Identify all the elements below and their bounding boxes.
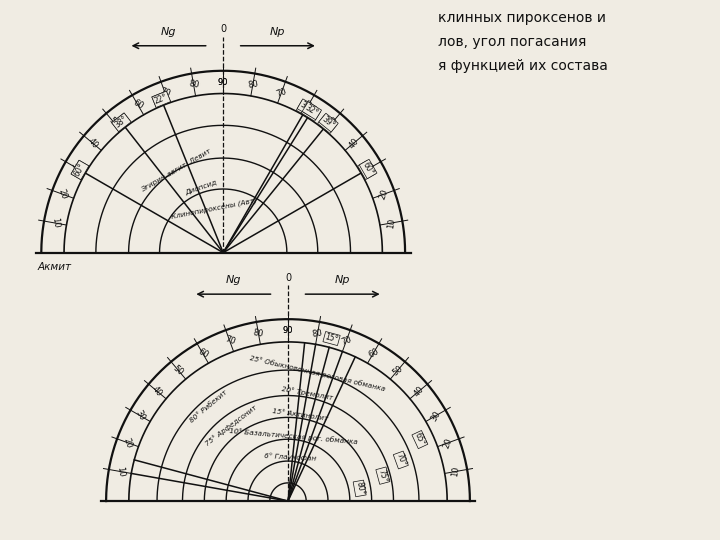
Text: 50: 50 [391, 363, 405, 377]
Text: 60°: 60° [73, 162, 87, 178]
Text: 40: 40 [150, 384, 164, 399]
Text: 15°: 15° [324, 333, 339, 345]
Text: 30: 30 [69, 160, 82, 174]
Text: 70°: 70° [395, 452, 408, 468]
Text: Ng: Ng [161, 26, 176, 37]
Text: 30: 30 [364, 160, 377, 174]
Text: 25° Обыкновенная роговая обманка: 25° Обыкновенная роговая обманка [249, 354, 386, 393]
Text: 30: 30 [134, 409, 147, 423]
Text: 50: 50 [171, 363, 185, 377]
Text: 70: 70 [223, 335, 236, 347]
Text: 30°: 30° [299, 100, 315, 115]
Text: 39°: 39° [319, 116, 336, 132]
Text: 22°: 22° [153, 92, 169, 106]
Text: 20: 20 [377, 188, 390, 201]
Text: 60°: 60° [359, 162, 374, 178]
Text: 90: 90 [218, 78, 228, 86]
Text: 10: 10 [386, 217, 397, 229]
Text: 32°: 32° [303, 105, 319, 120]
Text: 90: 90 [283, 326, 293, 335]
Text: Ng: Ng [225, 275, 241, 285]
Text: клинных пироксенов и
лов, угол погасания
я функцией их состава: клинных пироксенов и лов, угол погасания… [438, 11, 608, 72]
Text: 20: 20 [442, 436, 454, 449]
Text: 75° Арфедсонит: 75° Арфедсонит [204, 404, 258, 447]
Text: 0: 0 [285, 273, 291, 283]
Text: 50: 50 [326, 115, 340, 129]
Text: 40: 40 [412, 384, 426, 399]
Text: 40: 40 [347, 136, 361, 150]
Text: 10° Базальтическая рог. обманка: 10° Базальтическая рог. обманка [229, 427, 358, 445]
Text: 60°: 60° [73, 162, 87, 178]
Text: 22°: 22° [153, 93, 169, 106]
Text: 10: 10 [114, 465, 125, 477]
Text: 80: 80 [247, 79, 258, 90]
Text: 60: 60 [196, 347, 210, 360]
Text: 20° Тремолит: 20° Тремолит [281, 386, 333, 401]
Text: 10: 10 [50, 217, 60, 229]
Text: Диопсид: Диопсид [184, 179, 217, 195]
Text: Акмит: Акмит [37, 262, 72, 272]
Text: 60: 60 [131, 98, 145, 112]
Text: 40: 40 [86, 136, 99, 150]
Text: Np: Np [335, 275, 351, 285]
Text: Клинопироксены (Авт): Клинопироксены (Авт) [171, 197, 258, 220]
Text: 80° Рибекит: 80° Рибекит [189, 389, 228, 423]
Text: 80: 80 [188, 79, 199, 90]
Text: 30°: 30° [298, 102, 314, 117]
Text: 15° Актинолит: 15° Актинолит [272, 408, 328, 422]
Text: 20: 20 [57, 188, 69, 201]
Text: 20: 20 [122, 436, 134, 449]
Text: Np: Np [270, 26, 286, 37]
Text: 65°: 65° [413, 431, 427, 448]
Text: 80°: 80° [354, 481, 365, 496]
Text: 50: 50 [107, 115, 120, 129]
Text: 30: 30 [429, 409, 442, 423]
Text: Эгирин-авгит  Левит: Эгирин-авгит Левит [140, 148, 212, 193]
Text: 0: 0 [220, 24, 226, 35]
Text: 90: 90 [218, 78, 228, 86]
Text: 70: 70 [275, 86, 288, 98]
Text: 70: 70 [340, 335, 353, 347]
Text: 60: 60 [366, 347, 380, 360]
Text: 38°: 38° [113, 114, 130, 130]
Text: 6° Глаукофан: 6° Глаукофан [264, 453, 317, 462]
Text: 32°: 32° [304, 103, 320, 118]
Text: 10: 10 [451, 465, 462, 477]
Text: 80: 80 [253, 328, 264, 339]
Text: 80: 80 [312, 328, 323, 339]
Text: 38°: 38° [113, 114, 130, 130]
Text: 60: 60 [302, 98, 315, 112]
Text: 60°: 60° [361, 161, 375, 177]
Text: 90: 90 [283, 326, 293, 335]
Text: 39°: 39° [320, 115, 337, 130]
Text: 75°: 75° [377, 468, 389, 483]
Text: 70: 70 [158, 86, 171, 98]
